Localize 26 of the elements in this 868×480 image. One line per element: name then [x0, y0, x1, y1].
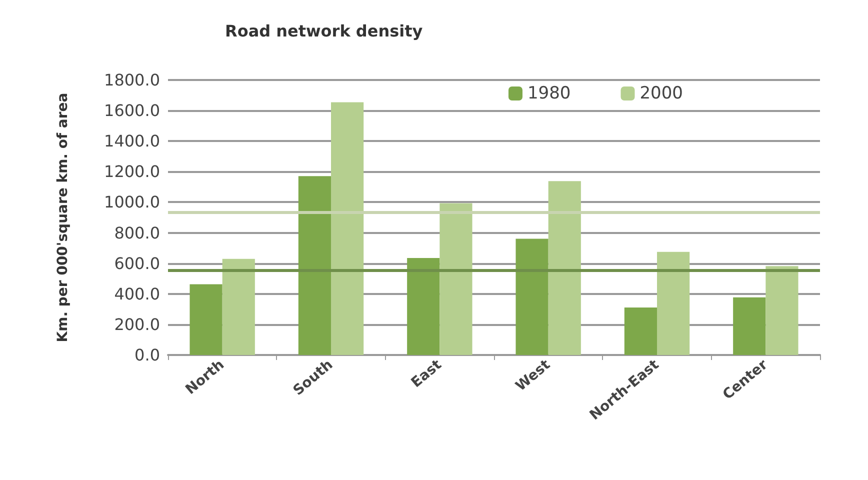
y-tick-label: 1600.0	[104, 101, 160, 120]
y-tick-label: 800.0	[114, 223, 160, 242]
y-tick-label: 600.0	[114, 254, 160, 273]
bar	[190, 284, 222, 355]
legend-label: 2000	[640, 84, 683, 104]
bar	[548, 181, 581, 355]
legend-label: 1980	[527, 84, 571, 104]
bar	[222, 258, 255, 355]
y-tick-label: 1200.0	[104, 162, 160, 182]
bar	[766, 266, 798, 355]
y-tick-label: 0.0	[134, 346, 160, 364]
bar	[624, 307, 657, 355]
y-axis-title: Km. per 000'square km. of area	[55, 92, 71, 342]
y-tick-label: 1000.0	[104, 192, 160, 212]
chart-title: Road network density	[225, 22, 424, 40]
y-tick-label: 200.0	[114, 314, 160, 334]
bar	[516, 238, 548, 355]
bar	[407, 258, 440, 355]
bar	[298, 176, 331, 355]
bar	[440, 203, 472, 355]
bar	[733, 297, 766, 355]
bar	[331, 102, 364, 355]
bar	[657, 252, 690, 355]
y-tick-label: 1800.0	[104, 70, 160, 90]
y-tick-label: 1400.0	[104, 132, 160, 151]
y-tick-label: 400.0	[114, 284, 160, 304]
